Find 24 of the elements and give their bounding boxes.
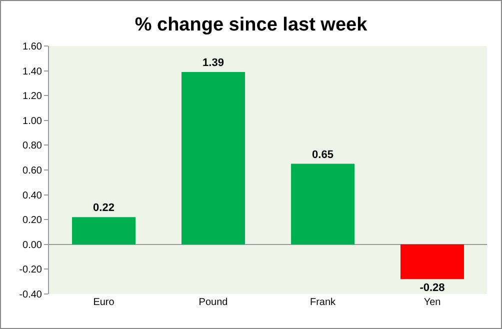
y-tick-label: 1.60 <box>22 42 42 52</box>
y-tick-label: 0.80 <box>22 140 42 152</box>
bar <box>182 72 246 244</box>
y-tick-label: 0.40 <box>22 190 42 202</box>
data-label: 0.22 <box>93 202 114 214</box>
x-tick-label: Yen <box>424 297 441 308</box>
bar <box>291 164 355 244</box>
y-tick-label: 1.40 <box>22 66 42 78</box>
chart-title: % change since last week <box>134 14 368 36</box>
y-tick-label: 0.20 <box>22 215 42 226</box>
x-tick-label: Euro <box>93 297 115 308</box>
y-tick-label: 1.00 <box>22 116 42 127</box>
bar <box>72 217 136 244</box>
y-tick-label: 1.20 <box>22 91 42 102</box>
data-label: -0.28 <box>420 282 445 294</box>
bar <box>400 244 464 280</box>
data-label: 1.39 <box>202 57 224 70</box>
x-tick-label: Pound <box>198 297 228 308</box>
data-label: 0.65 <box>312 148 334 161</box>
x-tick-label: Frank <box>310 297 337 308</box>
y-tick-label: -0.20 <box>19 264 42 276</box>
y-tick-label: 0.60 <box>22 166 42 176</box>
y-tick-label: 0.00 <box>22 240 42 251</box>
y-tick-label: -0.40 <box>19 290 42 300</box>
